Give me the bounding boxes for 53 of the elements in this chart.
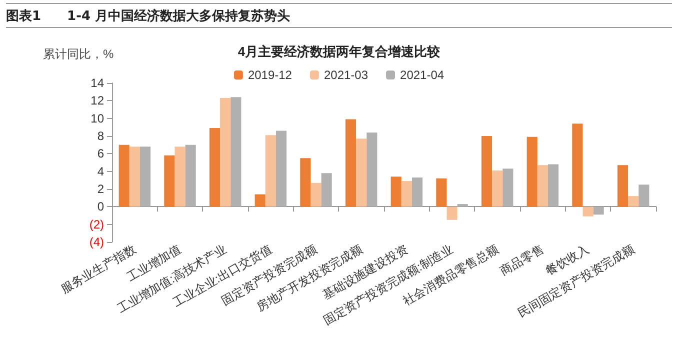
y-tick-label: 8 (97, 129, 104, 143)
y-tick-label: 4 (97, 164, 104, 178)
bar (265, 135, 276, 207)
legend-label: 2019-12 (248, 68, 292, 82)
bar (582, 206, 594, 216)
bar (446, 206, 458, 220)
bar (436, 178, 447, 207)
bar (310, 182, 322, 207)
y-tick-label: 2 (97, 182, 104, 196)
x-tick-label: 商品零售 (498, 242, 546, 278)
bar (572, 124, 583, 207)
bar (366, 132, 378, 207)
y-tick-label: 14 (90, 76, 104, 90)
bar (321, 173, 332, 207)
bar (537, 165, 548, 207)
y-tick-label: (2) (89, 217, 104, 232)
bar (638, 184, 650, 207)
bar (492, 170, 503, 207)
y-tick-label: 6 (97, 146, 104, 161)
bar (209, 128, 220, 207)
bar (345, 119, 356, 207)
y-tick-label: (4) (89, 235, 104, 249)
bar (526, 136, 538, 207)
chart-subtitle: 4月主要经济数据两年复合增速比较 (238, 44, 442, 59)
bar (174, 146, 186, 207)
y-tick-label: 0 (97, 200, 104, 214)
bar (300, 158, 311, 207)
bar (118, 144, 130, 207)
y-axis-title: 累计同比，% (43, 47, 114, 61)
y-tick-label: 12 (90, 94, 104, 108)
legend-label: 2021-04 (400, 68, 444, 82)
y-tick-label: 10 (90, 111, 104, 126)
bar (276, 130, 287, 207)
bar (502, 168, 514, 207)
bar (254, 194, 266, 207)
bar (164, 155, 175, 207)
bar (129, 146, 140, 207)
bar (140, 146, 151, 207)
bar (220, 98, 231, 207)
bar (412, 178, 423, 207)
bar (628, 196, 639, 207)
bar (390, 176, 402, 207)
bar (617, 165, 628, 207)
bar (401, 181, 412, 207)
legend-label: 2021-03 (324, 68, 368, 82)
bar (356, 138, 367, 207)
bar (593, 206, 604, 215)
bar (185, 144, 196, 207)
chart-title: 图表1 1-4 月中国经济数据大多保持复苏势头 (6, 3, 672, 28)
bar (230, 97, 242, 207)
bar (481, 136, 492, 207)
bar (457, 204, 468, 207)
bar (548, 164, 559, 207)
